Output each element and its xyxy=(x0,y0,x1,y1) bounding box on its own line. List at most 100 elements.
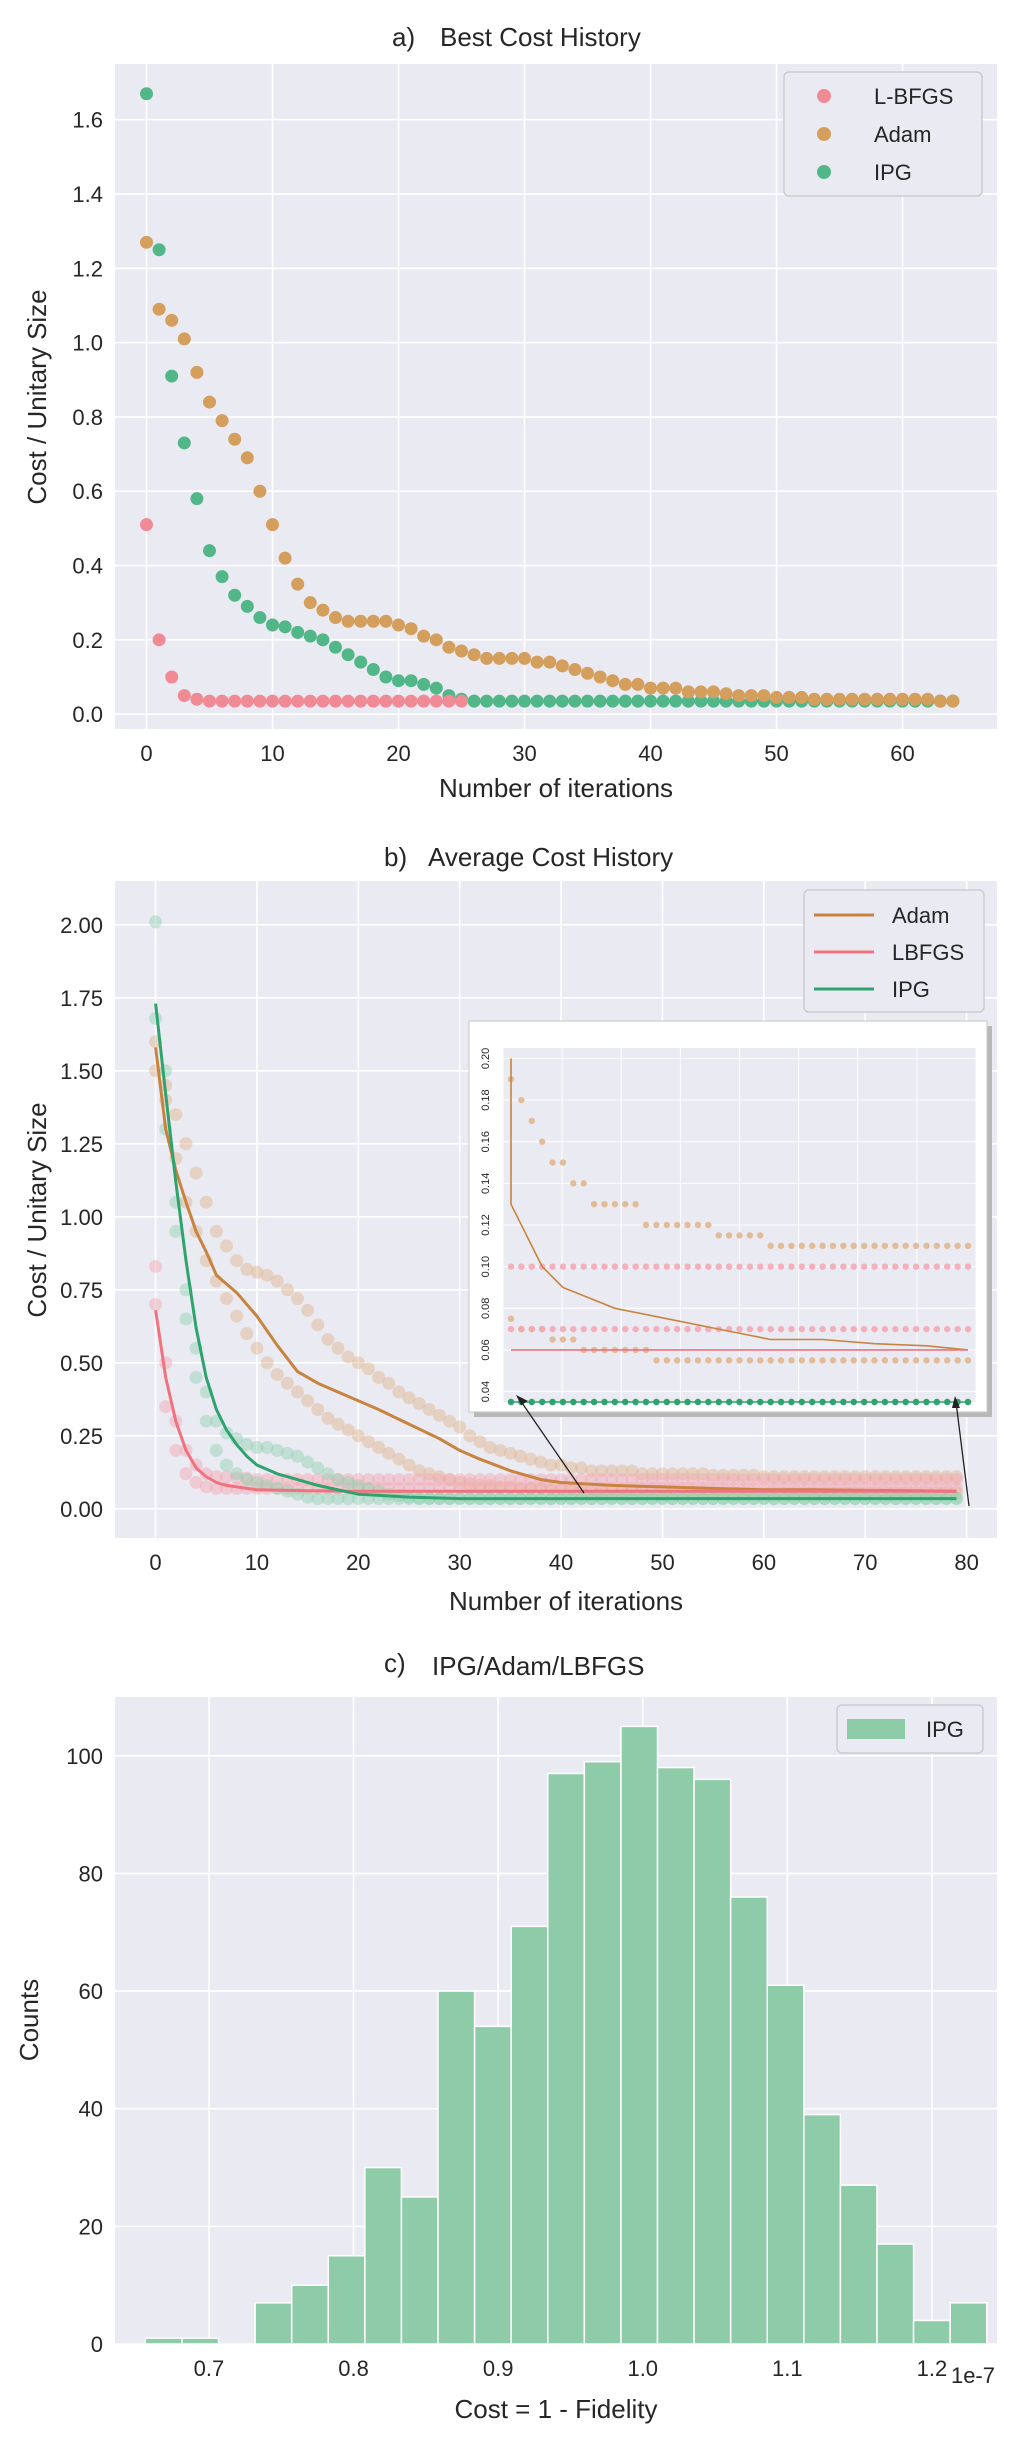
run-point xyxy=(240,1473,254,1487)
run-point xyxy=(412,1397,426,1411)
run-point xyxy=(889,1470,903,1484)
data-point-adam xyxy=(606,674,620,688)
run-point xyxy=(808,1470,822,1484)
run-point xyxy=(361,1362,375,1376)
inset-run-point xyxy=(528,1117,535,1125)
run-point xyxy=(402,1391,416,1405)
x-tick-label: 0.8 xyxy=(338,2356,369,2381)
y-tick-label: 20 xyxy=(79,2214,103,2239)
x-tick-label: 20 xyxy=(346,1550,370,1575)
data-point-adam xyxy=(165,313,179,327)
inset-run-point xyxy=(518,1096,525,1104)
inset-ticks: 0.04 0.06 0.08 0.10 0.12 0.14 0.16 0.18 0.20 xyxy=(480,1048,492,1403)
data-point-adam xyxy=(807,692,821,706)
run-point xyxy=(301,1394,315,1408)
run-point xyxy=(432,1470,446,1484)
run-point xyxy=(868,1470,882,1484)
inset-run-point xyxy=(590,1325,598,1333)
panel-b-legend: Adam LBFGS IPG xyxy=(803,889,985,1013)
inset-run-point xyxy=(757,1232,764,1239)
run-point xyxy=(280,1446,294,1460)
histogram-bar xyxy=(437,1990,476,2345)
run-point xyxy=(706,1473,720,1487)
inset-ipg-point xyxy=(777,1398,785,1406)
inset-ipg-point xyxy=(964,1398,972,1406)
x-tick-label: 0 xyxy=(149,1550,161,1575)
data-point-adam xyxy=(933,694,947,708)
x-tick-label: 0 xyxy=(140,741,152,766)
data-point-adam xyxy=(417,629,431,643)
inset-run-point xyxy=(777,1325,785,1333)
legend-box xyxy=(803,889,985,1013)
inset-ipg-point xyxy=(580,1398,587,1406)
data-point-lbfgs xyxy=(442,694,456,708)
run-point xyxy=(311,1318,325,1332)
inset-run-point xyxy=(840,1325,847,1333)
y-tick-label: 2.00 xyxy=(60,913,103,938)
arrow-left xyxy=(519,1399,585,1494)
histogram-bar xyxy=(693,1778,732,2345)
inset-ipg-point xyxy=(850,1398,857,1406)
panel-c-xlabel: Cost = 1 - Fidelity xyxy=(454,2394,657,2424)
run-point xyxy=(250,1341,264,1355)
data-point-ipg xyxy=(518,694,531,708)
histogram-bar xyxy=(729,1896,768,2345)
legend-marker-adam xyxy=(817,127,831,141)
run-point xyxy=(949,1492,963,1506)
legend-box xyxy=(783,71,983,197)
run-point xyxy=(220,1470,234,1484)
inset-ipg-point xyxy=(663,1398,670,1406)
data-point-adam xyxy=(669,681,683,695)
data-point-adam xyxy=(732,689,746,703)
data-point-ipg xyxy=(505,694,519,708)
inset-run-point xyxy=(829,1357,837,1364)
inset-y-tick-label: 0.04 xyxy=(480,1381,492,1402)
arrow-left-head xyxy=(516,1395,528,1405)
inset-run-point xyxy=(673,1221,681,1229)
run-point xyxy=(331,1492,345,1506)
inset-run-point xyxy=(538,1138,546,1145)
data-point-ipg xyxy=(392,674,405,688)
run-point xyxy=(949,1470,963,1484)
y-tick-label: 0.00 xyxy=(60,1497,103,1522)
inset-run-point xyxy=(912,1263,920,1270)
inset-ipg-point xyxy=(923,1398,930,1406)
inset-ipg-point xyxy=(538,1398,546,1406)
data-point-ipg xyxy=(543,694,557,708)
run-point xyxy=(311,1492,325,1506)
inset-run-point xyxy=(881,1357,889,1364)
run-point xyxy=(808,1473,822,1487)
inset-run-point xyxy=(601,1200,608,1208)
inset-run-point xyxy=(809,1357,816,1364)
inset-run-point xyxy=(570,1180,577,1187)
inset-run-point xyxy=(601,1263,608,1270)
legend-marker-ipg xyxy=(817,165,831,179)
run-point xyxy=(544,1458,558,1472)
run-point xyxy=(230,1309,244,1323)
run-point xyxy=(422,1403,436,1417)
run-point xyxy=(443,1473,457,1487)
data-point-ipg xyxy=(707,694,720,708)
run-point xyxy=(209,1224,223,1238)
inset-run-point xyxy=(798,1357,806,1364)
data-point-adam xyxy=(442,640,456,654)
inset-run-point xyxy=(964,1263,972,1270)
panel-b-ylabel: Cost / Unitary Size xyxy=(22,1102,52,1317)
inset-series-line-adam xyxy=(510,1058,969,1351)
run-point xyxy=(169,1443,183,1457)
inset-ipg-point xyxy=(871,1398,878,1406)
run-point xyxy=(767,1473,781,1487)
inset-run-point xyxy=(632,1263,639,1270)
run-point xyxy=(676,1467,690,1481)
run-point xyxy=(473,1478,487,1492)
run-point xyxy=(392,1452,406,1466)
run-point xyxy=(372,1370,386,1384)
data-point-lbfgs xyxy=(366,694,380,708)
data-point-lbfgs xyxy=(152,633,166,647)
run-point xyxy=(321,1473,335,1487)
inset-run-point xyxy=(549,1159,556,1166)
run-point xyxy=(929,1473,943,1487)
arrow-right xyxy=(955,1401,970,1507)
inset-run-point xyxy=(528,1263,535,1270)
